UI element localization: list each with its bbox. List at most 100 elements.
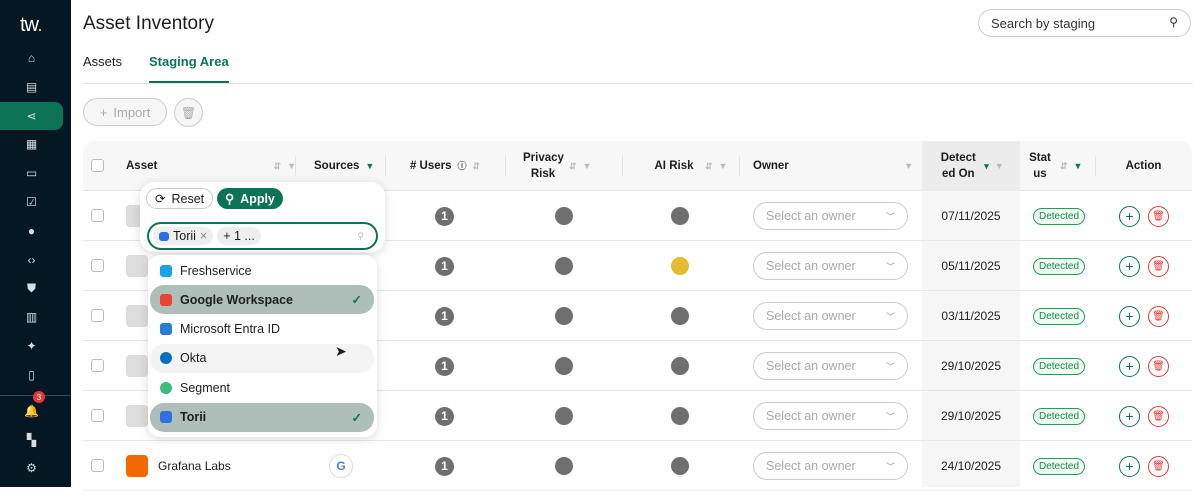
owner-select[interactable]: Select an owner ﹀ [753, 202, 908, 230]
apply-button[interactable]: ⚲ Apply [217, 188, 283, 209]
add-button[interactable]: + [1119, 355, 1140, 377]
delete-row-button[interactable]: 🗑 [1148, 355, 1169, 377]
option-google-workspace[interactable]: Google Workspace ✓ [150, 285, 374, 315]
row-checkbox[interactable] [91, 359, 104, 372]
sort-icon[interactable]: ⇵ [705, 161, 713, 171]
sort-icon[interactable]: ⇵ [1060, 161, 1068, 171]
asset-cell[interactable] [126, 241, 158, 291]
sidebar-item-id-card[interactable]: ▭ [0, 159, 63, 187]
filter-active-icon[interactable]: ▼ [365, 161, 375, 171]
delete-row-button[interactable]: 🗑 [1148, 255, 1169, 277]
search-input[interactable]: Search by staging ⚲ [978, 9, 1191, 37]
col-asset[interactable]: Asset ⇵ ▼ [126, 141, 296, 191]
remove-chip-icon[interactable]: × [199, 229, 208, 243]
sidebar-item-document-check[interactable]: ▤ [0, 73, 63, 101]
row-checkbox[interactable] [91, 259, 104, 272]
sidebar-item-checklist[interactable]: ☑ [0, 188, 63, 216]
col-sources[interactable]: Sources ▼ [314, 141, 384, 191]
col-privacy-risk[interactable]: Privacy Risk ⇵ ▼ [523, 141, 623, 191]
tab-staging-area[interactable]: Staging Area [149, 54, 229, 83]
asset-cell[interactable] [126, 341, 158, 391]
ai-risk-dot [671, 357, 689, 375]
sidebar-item-sparkles[interactable]: ✦ [0, 332, 63, 360]
users-count-badge[interactable]: 1 [435, 306, 454, 326]
reset-icon: ⟳ [155, 192, 166, 206]
import-button[interactable]: + Import [83, 98, 167, 126]
sidebar-item-user-shield[interactable]: ● [0, 217, 63, 245]
option-freshservice[interactable]: Freshservice [150, 256, 374, 285]
sort-icon[interactable]: ⇵ [472, 161, 481, 171]
sidebar-item-shield-check[interactable]: ⛊ [0, 274, 63, 302]
sidebar-item-share[interactable]: ⋖ [0, 101, 63, 130]
filter-icon[interactable]: ▼ [582, 161, 592, 171]
mouse-cursor-icon: ➤ [335, 343, 347, 359]
users-count-badge[interactable]: 1 [435, 406, 454, 426]
option-microsoft-entra-id[interactable]: Microsoft Entra ID [150, 315, 374, 344]
owner-select[interactable]: Select an owner ﹀ [753, 452, 908, 480]
asset-cell[interactable] [126, 391, 158, 441]
row-checkbox[interactable] [91, 459, 104, 472]
ai-risk-dot [671, 257, 689, 275]
delete-row-button[interactable]: 🗑 [1148, 205, 1169, 227]
asset-cell[interactable] [126, 291, 158, 341]
add-button[interactable]: + [1119, 405, 1140, 427]
filter-icon[interactable]: ▼ [718, 161, 728, 171]
privacy-risk-cell [555, 441, 573, 491]
sidebar-item-code[interactable]: ‹› [0, 246, 63, 274]
option-torii[interactable]: Torii ✓ [150, 402, 374, 432]
delete-row-button[interactable]: 🗑 [1148, 455, 1169, 477]
owner-select[interactable]: Select an owner ﹀ [753, 302, 908, 330]
filter-icon[interactable]: ▼ [994, 161, 1004, 171]
chevron-down-icon: ﹀ [885, 311, 895, 322]
row-checkbox[interactable] [91, 209, 104, 222]
users-count-badge[interactable]: 1 [435, 356, 454, 376]
option-segment[interactable]: Segment [150, 373, 374, 402]
more-chip[interactable]: + 1 ... [217, 227, 261, 245]
col-ai-risk[interactable]: AI Risk ⇵ ▼ [649, 141, 749, 191]
add-button[interactable]: + [1119, 205, 1140, 227]
sort-icon[interactable]: ⇵ [273, 161, 282, 171]
col-users[interactable]: # Users ⓘ ⇵ [385, 141, 505, 191]
select-all-checkbox[interactable] [91, 159, 104, 172]
owner-select[interactable]: Select an owner ﹀ [753, 252, 908, 280]
info-icon[interactable]: ⓘ [457, 161, 467, 171]
users-count-badge[interactable]: 1 [435, 456, 454, 476]
sidebar-item-home[interactable]: ⌂ [0, 44, 63, 72]
delete-row-button[interactable]: 🗑 [1148, 305, 1169, 327]
sidebar-item-report[interactable]: ▥ [0, 303, 63, 331]
reset-button[interactable]: ⟳ Reset [146, 188, 214, 209]
owner-select[interactable]: Select an owner ﹀ [753, 352, 908, 380]
col-owner[interactable]: Owner ▼ [753, 141, 913, 191]
option-okta[interactable]: Okta [150, 343, 374, 373]
delete-button[interactable]: 🗑 [174, 98, 203, 127]
filter-active-icon[interactable]: ▼ [1073, 161, 1083, 171]
delete-row-button[interactable]: 🗑 [1148, 405, 1169, 427]
reset-label: Reset [171, 191, 205, 206]
add-button[interactable]: + [1119, 255, 1140, 277]
sort-icon[interactable]: ⇵ [569, 161, 577, 171]
users-count-badge[interactable]: 1 [435, 256, 454, 276]
sort-desc-icon[interactable]: ▾ [984, 161, 989, 171]
sidebar-item-building[interactable]: ▦ [0, 130, 63, 158]
add-button[interactable]: + [1119, 455, 1140, 477]
row-checkbox[interactable] [91, 309, 104, 322]
sidebar-item-gear[interactable]: ⚙ [0, 454, 63, 482]
tab-assets[interactable]: Assets [83, 54, 123, 69]
filter-icon[interactable]: ▼ [287, 161, 296, 171]
col-status[interactable]: Stat us ⇵ ▼ [1026, 141, 1096, 191]
sources-select-input[interactable]: Torii × + 1 ... ⚲ [147, 222, 378, 250]
asset-cell[interactable]: Grafana Labs [126, 441, 231, 491]
col-detected-on[interactable]: Detect ed On ▾ ▼ [922, 141, 1020, 191]
sidebar-item-clipboard[interactable]: ▯ [0, 361, 63, 389]
sidebar-item-hierarchy[interactable]: ▚ [0, 426, 63, 454]
bell-icon: 🔔 [24, 404, 39, 418]
sidebar-item-bell[interactable]: 🔔 3 [0, 391, 63, 425]
logo[interactable]: tw. [20, 14, 42, 36]
add-button[interactable]: + [1119, 305, 1140, 327]
chip-label: Torii [173, 229, 196, 243]
row-checkbox[interactable] [91, 409, 104, 422]
asset-logo-icon [126, 405, 148, 427]
owner-select[interactable]: Select an owner ﹀ [753, 402, 908, 430]
filter-icon[interactable]: ▼ [904, 161, 913, 171]
users-count-badge[interactable]: 1 [435, 206, 454, 226]
